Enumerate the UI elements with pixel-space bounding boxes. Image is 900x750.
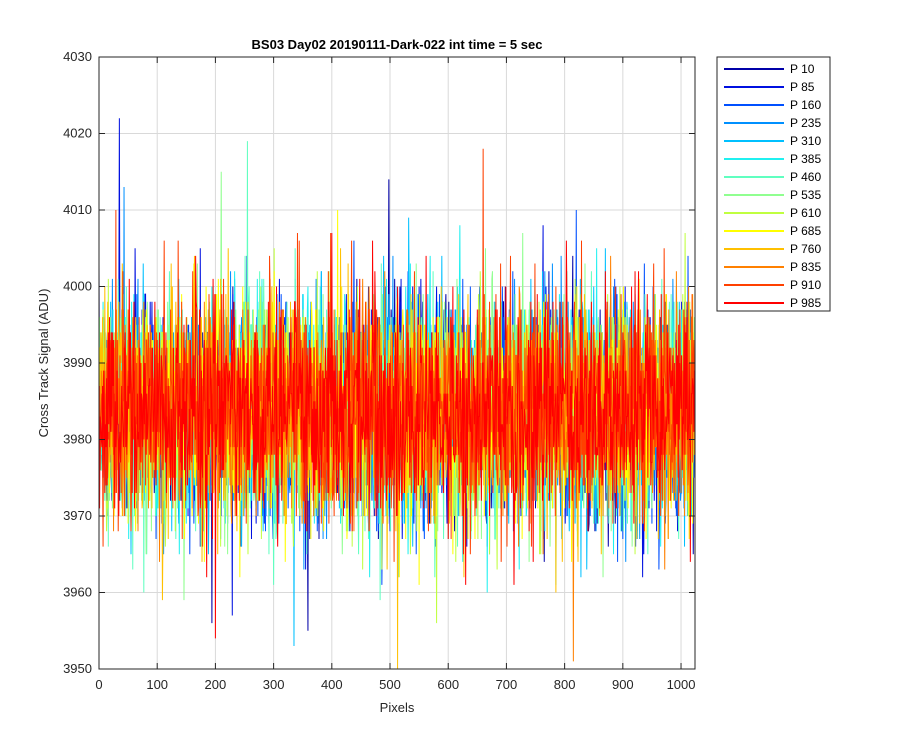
x-tick-label: 500 [379,677,401,692]
x-tick-label: 0 [95,677,102,692]
legend-entry: P 310 [790,134,821,148]
legend-entry: P 985 [790,296,821,310]
legend-entry: P 835 [790,260,821,274]
x-tick-label: 400 [321,677,343,692]
y-tick-label: 4000 [63,279,92,294]
y-axis-label: Cross Track Signal (ADU) [36,289,51,438]
y-tick-label: 3960 [63,585,92,600]
x-tick-label: 100 [146,677,168,692]
x-axis-label: Pixels [380,700,415,715]
legend-entry: P 160 [790,98,821,112]
legend: P 10 P 85 P 160 P 235 P 310 P 385 P 460 P 535 P … [716,56,831,312]
y-tick-label: 3980 [63,432,92,447]
legend-entry: P 610 [790,206,821,220]
ticks: 0 100 200 300 400 500 600 700 800 900 1000 3950 3960… [63,49,695,692]
legend-entry: P 10 [790,62,815,76]
x-tick-label: 700 [496,677,518,692]
legend-entry: P 535 [790,188,821,202]
x-tick-label: 600 [437,677,459,692]
legend-box [716,56,831,312]
x-tick-label: 300 [263,677,285,692]
series-lines [98,118,695,670]
y-tick-label: 4020 [63,126,92,141]
x-tick-label: 1000 [667,677,696,692]
y-tick-label: 4010 [63,202,92,217]
legend-entry: P 85 [790,80,815,94]
series-line-p985 [98,232,695,639]
x-tick-label: 900 [612,677,634,692]
legend-entry: P 760 [790,242,821,256]
y-tick-label: 3950 [63,661,92,676]
x-tick-label: 800 [554,677,576,692]
chart-title: BS03 Day02 20190111-Dark-022 int time = … [252,37,543,52]
y-tick-label: 3990 [63,355,92,370]
x-tick-label: 200 [205,677,227,692]
legend-entry: P 385 [790,152,821,166]
legend-entry: P 910 [790,278,821,292]
y-tick-label: 3970 [63,508,92,523]
legend-entry: P 235 [790,116,821,130]
y-tick-label: 4030 [63,49,92,64]
legend-entry: P 685 [790,224,821,238]
legend-entry: P 460 [790,170,821,184]
